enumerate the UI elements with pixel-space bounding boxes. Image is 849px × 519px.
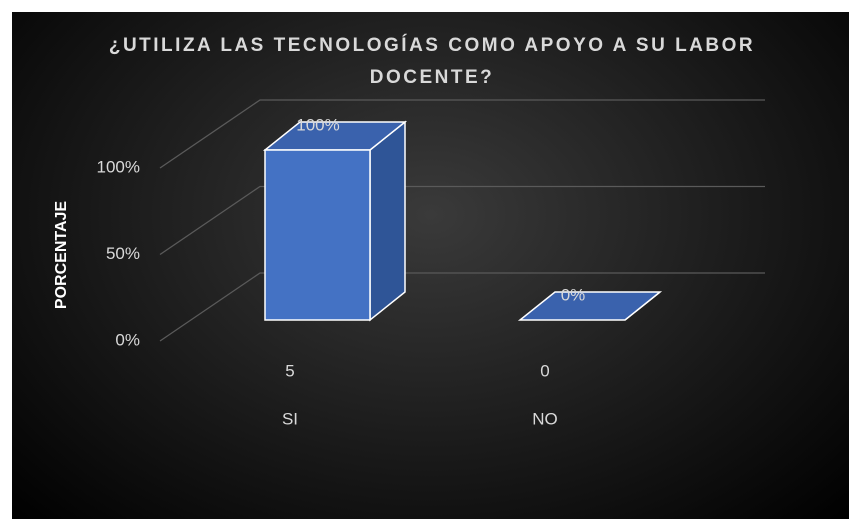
- chart-area: ¿UTILIZA LAS TECNOLOGÍAS COMO APOYO A SU…: [12, 12, 849, 519]
- y-tick-label: 100%: [97, 157, 140, 176]
- grid-line: [159, 272, 765, 342]
- bar-top: [517, 291, 663, 321]
- x-tick-label: SI: [282, 409, 298, 428]
- y-tick-label: 50%: [106, 244, 140, 263]
- x-tick-count: 5: [285, 361, 294, 380]
- data-label: 100%: [296, 115, 339, 134]
- grid-line: [159, 185, 765, 256]
- x-tick-count: 0: [540, 361, 549, 380]
- chart-title: ¿UTILIZA LAS TECNOLOGÍAS COMO APOYO A SU…: [108, 35, 756, 88]
- bar-side: [369, 120, 406, 322]
- bar: [264, 149, 371, 321]
- x-tick-label: NO: [532, 409, 558, 428]
- chart: PORCENTAJE 0% 50% 100% 100% 5 SI 0% 0 NO: [53, 99, 765, 428]
- grid-line: [159, 99, 765, 169]
- y-axis-label: PORCENTAJE: [53, 201, 70, 309]
- y-tick-label: 0%: [115, 330, 140, 349]
- data-label: 0%: [561, 285, 586, 304]
